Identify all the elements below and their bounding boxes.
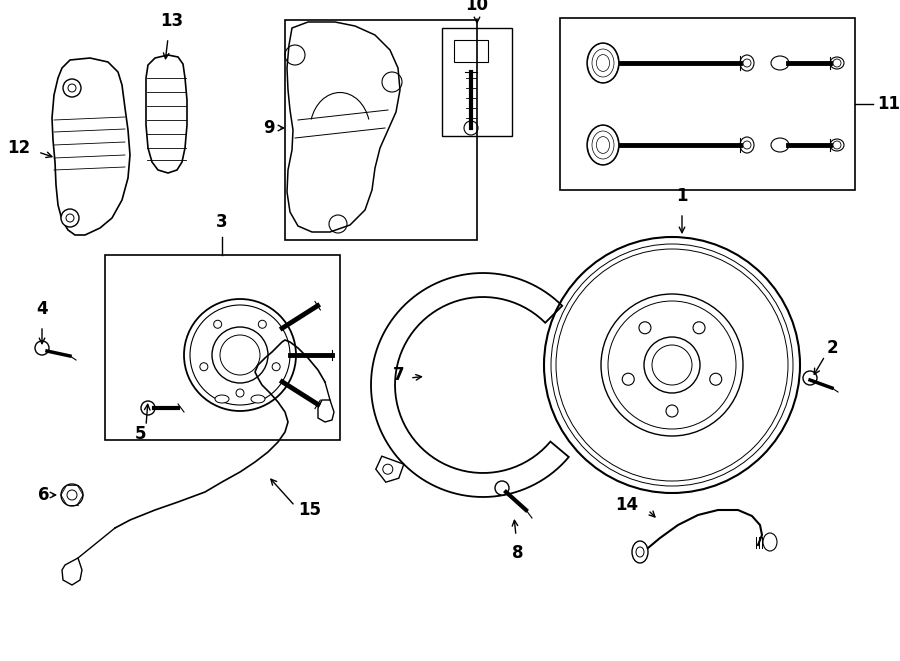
Circle shape	[61, 209, 79, 227]
Ellipse shape	[587, 125, 619, 165]
Text: 9: 9	[264, 119, 275, 137]
Circle shape	[61, 484, 83, 506]
Circle shape	[66, 214, 74, 222]
Text: 8: 8	[512, 544, 524, 562]
Text: 15: 15	[298, 501, 321, 519]
Ellipse shape	[740, 137, 754, 153]
Text: 1: 1	[676, 187, 688, 205]
Bar	[454, 40, 488, 62]
Circle shape	[67, 490, 77, 500]
Circle shape	[803, 371, 817, 385]
Bar	[560, 18, 855, 190]
Text: 4: 4	[36, 300, 48, 318]
Text: 2: 2	[826, 339, 838, 357]
Text: 7: 7	[393, 366, 405, 384]
Text: 11: 11	[877, 95, 900, 113]
Bar	[285, 20, 477, 240]
Text: 14: 14	[615, 496, 638, 514]
Ellipse shape	[215, 395, 229, 403]
Ellipse shape	[771, 56, 789, 70]
Text: 6: 6	[38, 486, 50, 504]
Bar	[442, 28, 512, 136]
Circle shape	[68, 84, 76, 92]
Ellipse shape	[740, 55, 754, 71]
Circle shape	[35, 341, 49, 355]
Ellipse shape	[771, 138, 789, 152]
Ellipse shape	[251, 395, 265, 403]
Ellipse shape	[830, 139, 844, 151]
Text: 5: 5	[134, 425, 146, 443]
Text: 10: 10	[465, 0, 489, 14]
Circle shape	[141, 401, 155, 415]
Ellipse shape	[587, 43, 619, 83]
Ellipse shape	[830, 57, 844, 69]
Text: 12: 12	[7, 139, 30, 157]
Text: 13: 13	[160, 12, 184, 30]
Text: 3: 3	[216, 213, 228, 231]
Circle shape	[495, 481, 509, 495]
Circle shape	[63, 79, 81, 97]
Bar	[105, 255, 340, 440]
